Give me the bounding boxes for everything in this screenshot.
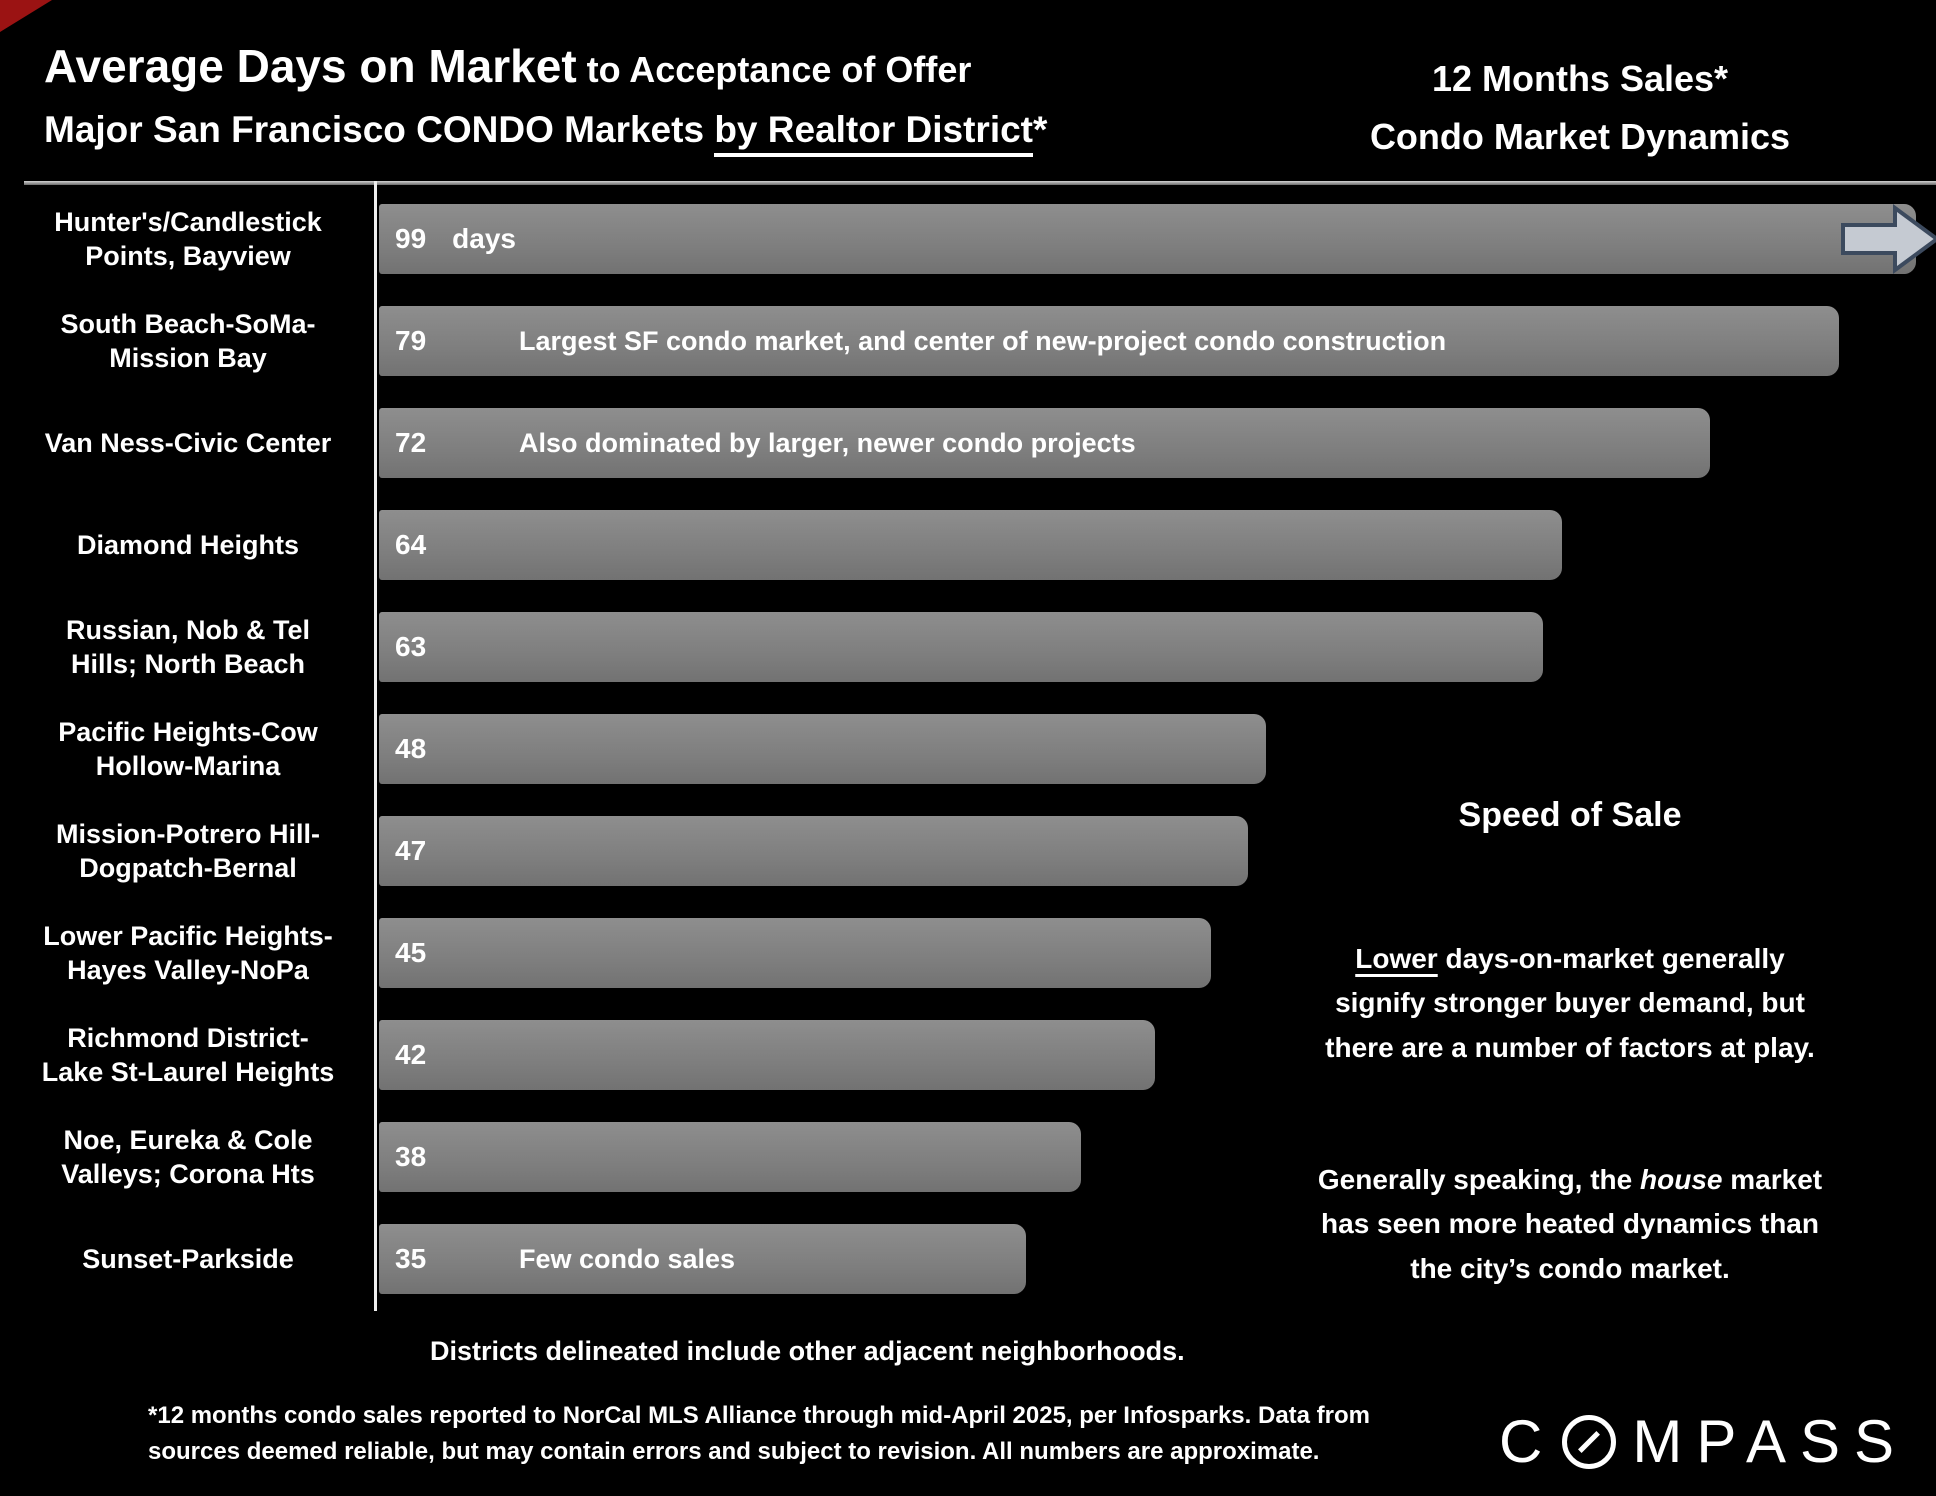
- underlined-word: Lower: [1355, 943, 1438, 975]
- paragraph-1-text: days-on-market generally signify stronge…: [1325, 943, 1815, 1063]
- bar-cell: 35 Few condo sales: [376, 1208, 1936, 1310]
- title-line1: Average Days on Market to Acceptance of …: [44, 40, 1047, 93]
- days-bar: 79 Largest SF condo market, and center o…: [379, 306, 1840, 376]
- paragraph-2-post: market has seen more heated dynamics tha…: [1321, 1164, 1823, 1284]
- bar-cell: 45: [376, 902, 1936, 1004]
- bar-value: 42: [395, 1039, 427, 1070]
- bar-value: 38: [395, 1141, 427, 1172]
- chart-row: Pacific Heights-Cow Hollow-Marina 48: [0, 698, 1936, 800]
- chart-row: Diamond Heights 64: [0, 494, 1936, 596]
- days-bar: 48: [379, 714, 1267, 784]
- bar-cell: 72 Also dominated by larger, newer condo…: [376, 392, 1936, 494]
- bar-value: 45: [395, 937, 427, 968]
- right-header-line1: 12 Months Sales*: [1431, 58, 1729, 99]
- logo-letter-c: C: [1499, 1408, 1557, 1475]
- bar-value: 63: [395, 631, 427, 662]
- bar-annotation: Also dominated by larger, newer condo pr…: [519, 427, 1136, 458]
- right-header-line2: Condo Market Dynamics: [1369, 116, 1791, 158]
- bar-value: 72: [395, 427, 427, 458]
- bar-value: 79: [395, 325, 427, 356]
- days-bar: 45: [379, 918, 1211, 988]
- days-bar: 38: [379, 1122, 1082, 1192]
- italic-word: house: [1640, 1164, 1723, 1196]
- chart-top-rule: [24, 181, 1936, 185]
- bar-cell: 79 Largest SF condo market, and center o…: [376, 290, 1936, 392]
- bar-value: 47: [395, 835, 427, 866]
- district-label: Mission-Potrero Hill- Dogpatch-Bernal: [55, 818, 320, 883]
- bar-cell: 47: [376, 800, 1936, 902]
- chart-row: Van Ness-Civic Center 72 Also dominated …: [0, 392, 1936, 494]
- chart-row: Russian, Nob & Tel Hills; North Beach 63: [0, 596, 1936, 698]
- title-suffix: to Acceptance of Offer: [576, 49, 972, 90]
- district-label: Noe, Eureka & Cole Valleys; Corona Hts: [61, 1124, 315, 1189]
- paragraph-2-pre: Generally speaking, the: [1317, 1164, 1641, 1196]
- subtitle-underlined: by Realtor District: [714, 108, 1034, 157]
- right-header: 12 Months Sales* Condo Market Dynamics: [1330, 50, 1830, 167]
- bar-chart: Hunter's/Candlestick Points, Bayview 99 …: [0, 188, 1936, 1310]
- district-label: South Beach-SoMa- Mission Bay: [60, 308, 316, 373]
- red-corner-mark: [0, 0, 52, 32]
- bar-cell: 99 days: [376, 188, 1936, 290]
- chart-row: Richmond District- Lake St-Laurel Height…: [0, 1004, 1936, 1106]
- chart-row: Lower Pacific Heights- Hayes Valley-NoPa…: [0, 902, 1936, 1004]
- panel-paragraph-1: Lower days-on-market generally signify s…: [1262, 893, 1878, 1070]
- subtitle-prefix: Major San Francisco CONDO Markets: [44, 108, 715, 150]
- days-bar: 35 Few condo sales: [379, 1224, 1026, 1294]
- compass-logo: C MPASS: [1499, 1407, 1908, 1476]
- days-bar: 64: [379, 510, 1562, 580]
- speed-of-sale-panel: Speed of Sale Lower days-on-market gener…: [1262, 796, 1878, 1291]
- bar-cell: 63: [376, 596, 1936, 698]
- title-line2: Major San Francisco CONDO Markets by Rea…: [44, 108, 1048, 157]
- chart-row: Mission-Potrero Hill- Dogpatch-Bernal 47: [0, 800, 1936, 902]
- bar-annotation: Largest SF condo market, and center of n…: [519, 325, 1447, 356]
- panel-paragraph-2: Generally speaking, the house market has…: [1262, 1114, 1878, 1291]
- chart-row: Sunset-Parkside 35 Few condo sales: [0, 1208, 1936, 1310]
- chart-axis-line: [374, 181, 377, 1311]
- district-label: Russian, Nob & Tel Hills; North Beach: [65, 614, 311, 679]
- bar-cell: 42: [376, 1004, 1936, 1106]
- bar-value: 99: [395, 223, 427, 254]
- chart-row: Noe, Eureka & Cole Valleys; Corona Hts 3…: [0, 1106, 1936, 1208]
- chart-row: Hunter's/Candlestick Points, Bayview 99 …: [0, 188, 1936, 290]
- district-label: Diamond Heights: [76, 529, 299, 560]
- days-bar: 72 Also dominated by larger, newer condo…: [379, 408, 1710, 478]
- district-label: Richmond District- Lake St-Laurel Height…: [41, 1022, 335, 1087]
- footnote: *12 months condo sales reported to NorCa…: [148, 1402, 1371, 1465]
- overflow-arrow-icon: [1841, 204, 1936, 274]
- subtitle-asterisk: *: [1033, 108, 1048, 150]
- chart-row: South Beach-SoMa- Mission Bay 79 Largest…: [0, 290, 1936, 392]
- days-bar: 42: [379, 1020, 1156, 1090]
- compass-o-icon: [1562, 1414, 1617, 1469]
- district-label: Sunset-Parkside: [82, 1243, 294, 1274]
- bar-value: 64: [395, 529, 427, 560]
- bar-cell: 64: [376, 494, 1936, 596]
- bar-cell: 48: [376, 698, 1936, 800]
- bar-annotation: Few condo sales: [519, 1243, 736, 1274]
- title-main: Average Days on Market: [44, 40, 577, 92]
- days-bar: 47: [379, 816, 1248, 886]
- days-bar: 63: [379, 612, 1544, 682]
- district-label: Lower Pacific Heights- Hayes Valley-NoPa: [43, 920, 333, 985]
- districts-note: Districts delineated include other adjac…: [430, 1336, 1185, 1366]
- district-label: Pacific Heights-Cow Hollow-Marina: [58, 716, 318, 781]
- bar-value: 48: [395, 733, 427, 764]
- bar-unit-label: days: [452, 223, 516, 254]
- bar-value: 35: [395, 1243, 427, 1274]
- panel-heading: Speed of Sale: [1458, 796, 1682, 834]
- compass-needle-icon: [1578, 1430, 1601, 1453]
- district-label: Hunter's/Candlestick Points, Bayview: [54, 206, 322, 271]
- district-label: Van Ness-Civic Center: [44, 427, 332, 458]
- logo-letters-mpass: MPASS: [1632, 1408, 1908, 1475]
- page-title: Average Days on Market to Acceptance of …: [44, 40, 1048, 157]
- bar-cell: 38: [376, 1106, 1936, 1208]
- days-bar: 99 days: [379, 204, 1916, 274]
